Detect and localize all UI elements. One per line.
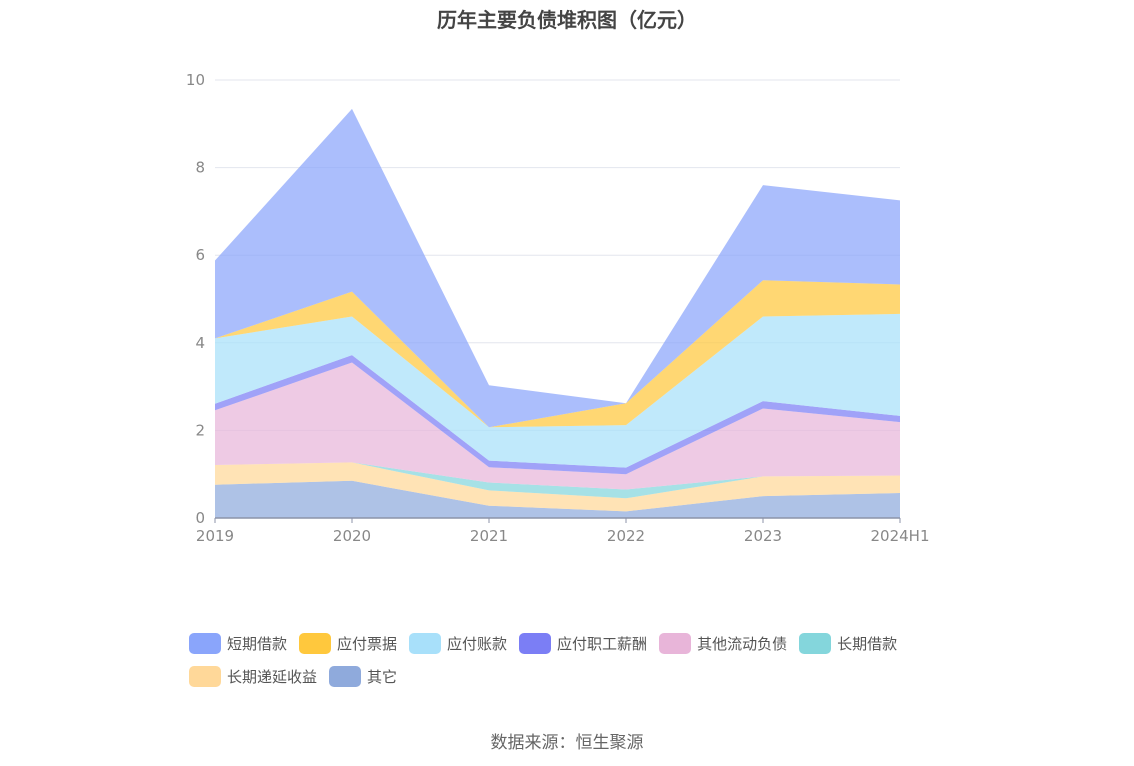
x-tick-label: 2020 — [333, 527, 371, 545]
legend-swatch — [659, 632, 692, 654]
legend-label: 应付票据 — [337, 634, 398, 653]
legend-swatch — [189, 665, 221, 687]
legend-item[interactable]: 应付票据 — [299, 631, 397, 655]
area-series-长期递延收益 — [215, 462, 900, 512]
y-tick-label: 0 — [195, 509, 205, 527]
chart-legend: 短期借款 应付票据 应付账款 应付职工薪酬 其他流动负债 长期借款长期递延收益 其它 — [189, 631, 989, 688]
legend-swatch — [409, 632, 442, 654]
legend-swatch — [799, 632, 832, 654]
y-tick-label: 8 — [195, 159, 205, 177]
legend-item[interactable]: 短期借款 — [189, 631, 287, 655]
legend-swatch — [189, 632, 221, 654]
legend-swatch — [299, 632, 332, 654]
legend-item[interactable]: 应付账款 — [409, 631, 507, 655]
legend-label: 其它 — [367, 667, 398, 686]
legend-label: 应付账款 — [447, 634, 508, 653]
area-series-其它 — [215, 480, 900, 518]
data-source-note: 数据来源：恒生聚源 — [490, 733, 644, 753]
area-series-其他流动负债 — [215, 362, 900, 490]
x-tick-label: 2024H1 — [871, 527, 930, 545]
y-tick-label: 4 — [195, 334, 205, 352]
legend-item[interactable]: 其他流动负债 — [659, 631, 787, 655]
x-tick-label: 2021 — [470, 527, 508, 545]
area-series-应付票据 — [215, 280, 900, 428]
y-tick-label: 10 — [186, 71, 205, 89]
legend-label: 应付职工薪酬 — [557, 634, 648, 653]
x-tick-label: 2019 — [196, 527, 234, 545]
legend-swatch — [329, 665, 362, 687]
x-tick-label: 2022 — [607, 527, 645, 545]
y-tick-label: 2 — [195, 421, 205, 439]
area-series-短期借款 — [215, 108, 900, 428]
legend-item[interactable]: 应付职工薪酬 — [519, 631, 647, 655]
area-series-应付职工薪酬 — [215, 355, 900, 475]
legend-label: 其他流动负债 — [697, 634, 788, 653]
legend-item[interactable]: 长期借款 — [799, 631, 897, 655]
legend-item[interactable]: 长期递延收益 — [189, 664, 317, 688]
legend-label: 短期借款 — [227, 634, 288, 653]
legend-swatch — [519, 632, 552, 654]
chart-title: 历年主要负债堆积图（亿元） — [437, 8, 697, 32]
legend-label: 长期递延收益 — [227, 667, 318, 686]
x-tick-label: 2023 — [744, 527, 782, 545]
legend-item[interactable]: 其它 — [329, 664, 397, 688]
area-series-长期借款 — [215, 462, 900, 499]
y-tick-label: 6 — [195, 246, 205, 264]
area-series-应付账款 — [215, 313, 900, 468]
legend-label: 长期借款 — [837, 634, 898, 653]
